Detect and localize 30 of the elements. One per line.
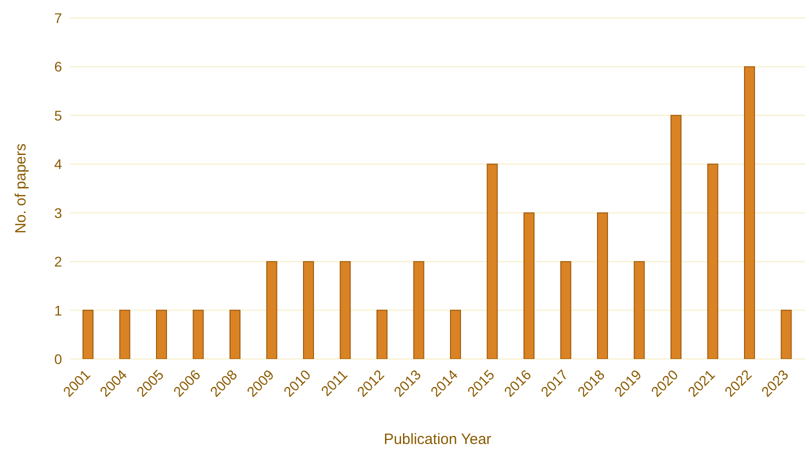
bar — [303, 261, 314, 359]
bar — [119, 310, 130, 359]
bar — [486, 164, 498, 359]
y-tick-label: 2 — [54, 254, 62, 270]
bar — [744, 66, 755, 359]
bar — [340, 261, 351, 359]
y-tick-label: 0 — [54, 350, 62, 367]
bar — [266, 261, 278, 359]
bar — [82, 310, 94, 359]
bar — [230, 310, 240, 359]
bar — [780, 310, 792, 359]
y-axis-title: No. of papers — [12, 143, 30, 234]
bar — [524, 212, 534, 359]
bar — [413, 261, 424, 359]
y-tick-label: 3 — [54, 204, 62, 221]
y-tick-label: 1 — [54, 302, 62, 318]
bar — [634, 261, 645, 359]
y-tick-label: 4 — [54, 156, 62, 172]
bar — [450, 310, 461, 359]
bar — [597, 212, 608, 359]
y-tick-label: 5 — [54, 107, 62, 124]
bar — [670, 114, 682, 359]
y-tick-label: 6 — [54, 58, 62, 75]
bar — [192, 310, 204, 359]
bar — [707, 164, 718, 359]
bar — [376, 310, 388, 359]
bar — [156, 310, 167, 359]
bar — [560, 261, 572, 359]
y-tick-label: 7 — [54, 10, 62, 26]
x-axis-title: Publication Year — [384, 431, 492, 448]
